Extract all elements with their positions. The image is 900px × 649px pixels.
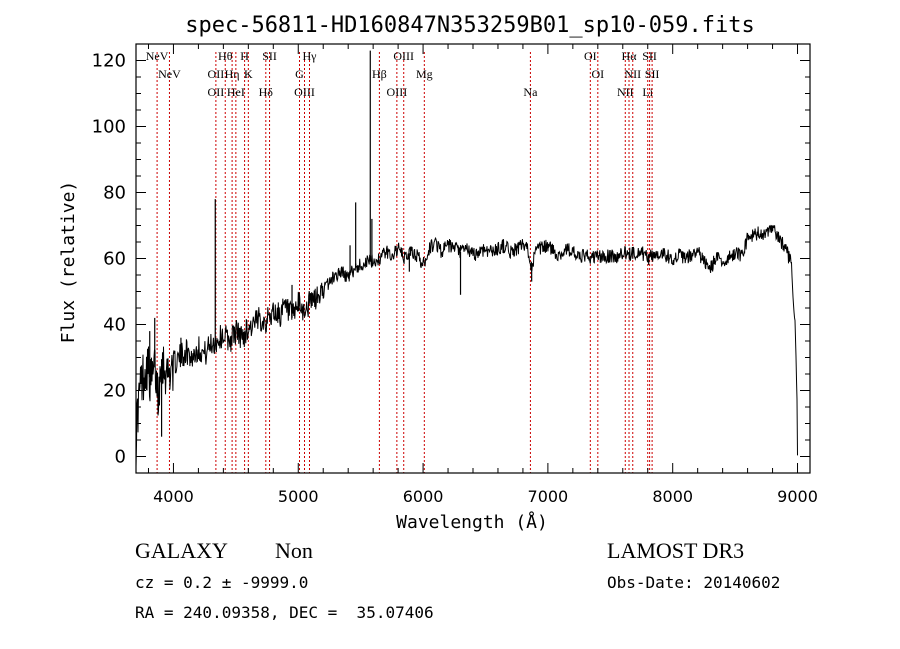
line-label: Hη xyxy=(225,67,240,81)
line-label: HeI xyxy=(227,85,245,99)
subclass-label: Non xyxy=(275,538,313,563)
line-label: SII xyxy=(645,67,660,81)
x-tick-label: 6000 xyxy=(403,487,444,506)
line-label: G xyxy=(295,67,304,81)
line-label: SII xyxy=(642,49,657,63)
line-label: Mg xyxy=(416,67,433,81)
line-label: OIII xyxy=(294,85,315,99)
line-label: H xyxy=(240,49,249,63)
line-label: OI xyxy=(584,49,597,63)
x-tick-label: 4000 xyxy=(153,487,194,506)
x-axis-label: Wavelength (Å) xyxy=(396,511,548,533)
emission-line-markers: NeVNeVOIIOIIHθHηHeIHKHδSIIGOIIIHγHβOIIIO… xyxy=(146,49,660,473)
line-label: OII xyxy=(208,85,225,99)
line-label: OII xyxy=(208,67,225,81)
axis-ticks: 4000 5000 6000 7000 8000 9000 0 20 40 60 80 100 120 xyxy=(92,44,818,506)
line-label: OI xyxy=(591,67,604,81)
line-label: NII xyxy=(624,67,641,81)
line-label: Hθ xyxy=(218,49,233,63)
line-label: OIII xyxy=(387,85,408,99)
line-label: NeV xyxy=(158,67,181,81)
line-label: SII xyxy=(262,49,277,63)
class-label: GALAXY xyxy=(135,538,228,563)
x-tick-label: 8000 xyxy=(652,487,693,506)
line-label: Li xyxy=(642,85,653,99)
y-tick-label: 20 xyxy=(103,381,126,402)
redshift-text: cz = 0.2 ± -9999.0 xyxy=(135,573,309,592)
x-tick-label: 5000 xyxy=(278,487,319,506)
line-label: NeV xyxy=(146,49,169,63)
y-tick-label: 40 xyxy=(103,315,126,336)
line-label: Hβ xyxy=(372,67,387,81)
plot-frame xyxy=(135,43,811,474)
spectrum-line xyxy=(135,224,798,467)
y-tick-label: 60 xyxy=(103,249,126,270)
y-tick-label: 120 xyxy=(92,51,126,72)
line-label: Hγ xyxy=(303,49,318,63)
survey-label: LAMOST DR3 xyxy=(607,538,745,563)
line-label: NII xyxy=(617,85,634,99)
y-tick-label: 0 xyxy=(115,447,126,468)
x-tick-label: 7000 xyxy=(528,487,569,506)
spectrum-plot xyxy=(135,50,798,467)
x-tick-label: 9000 xyxy=(777,487,818,506)
line-label: Hδ xyxy=(259,85,274,99)
line-label: OIII xyxy=(393,49,414,63)
y-tick-label: 80 xyxy=(103,183,126,204)
obs-date-text: Obs-Date: 20140602 xyxy=(607,573,781,592)
line-label: Hα xyxy=(622,49,638,63)
chart-title: spec-56811-HD160847N353259B01_sp10-059.f… xyxy=(185,13,755,38)
coordinates-text: RA = 240.09358, DEC = 35.07406 xyxy=(135,603,434,622)
y-tick-label: 100 xyxy=(92,117,126,138)
line-label: K xyxy=(244,67,253,81)
y-axis-label: Flux (relative) xyxy=(58,181,79,344)
line-label: Na xyxy=(523,85,538,99)
